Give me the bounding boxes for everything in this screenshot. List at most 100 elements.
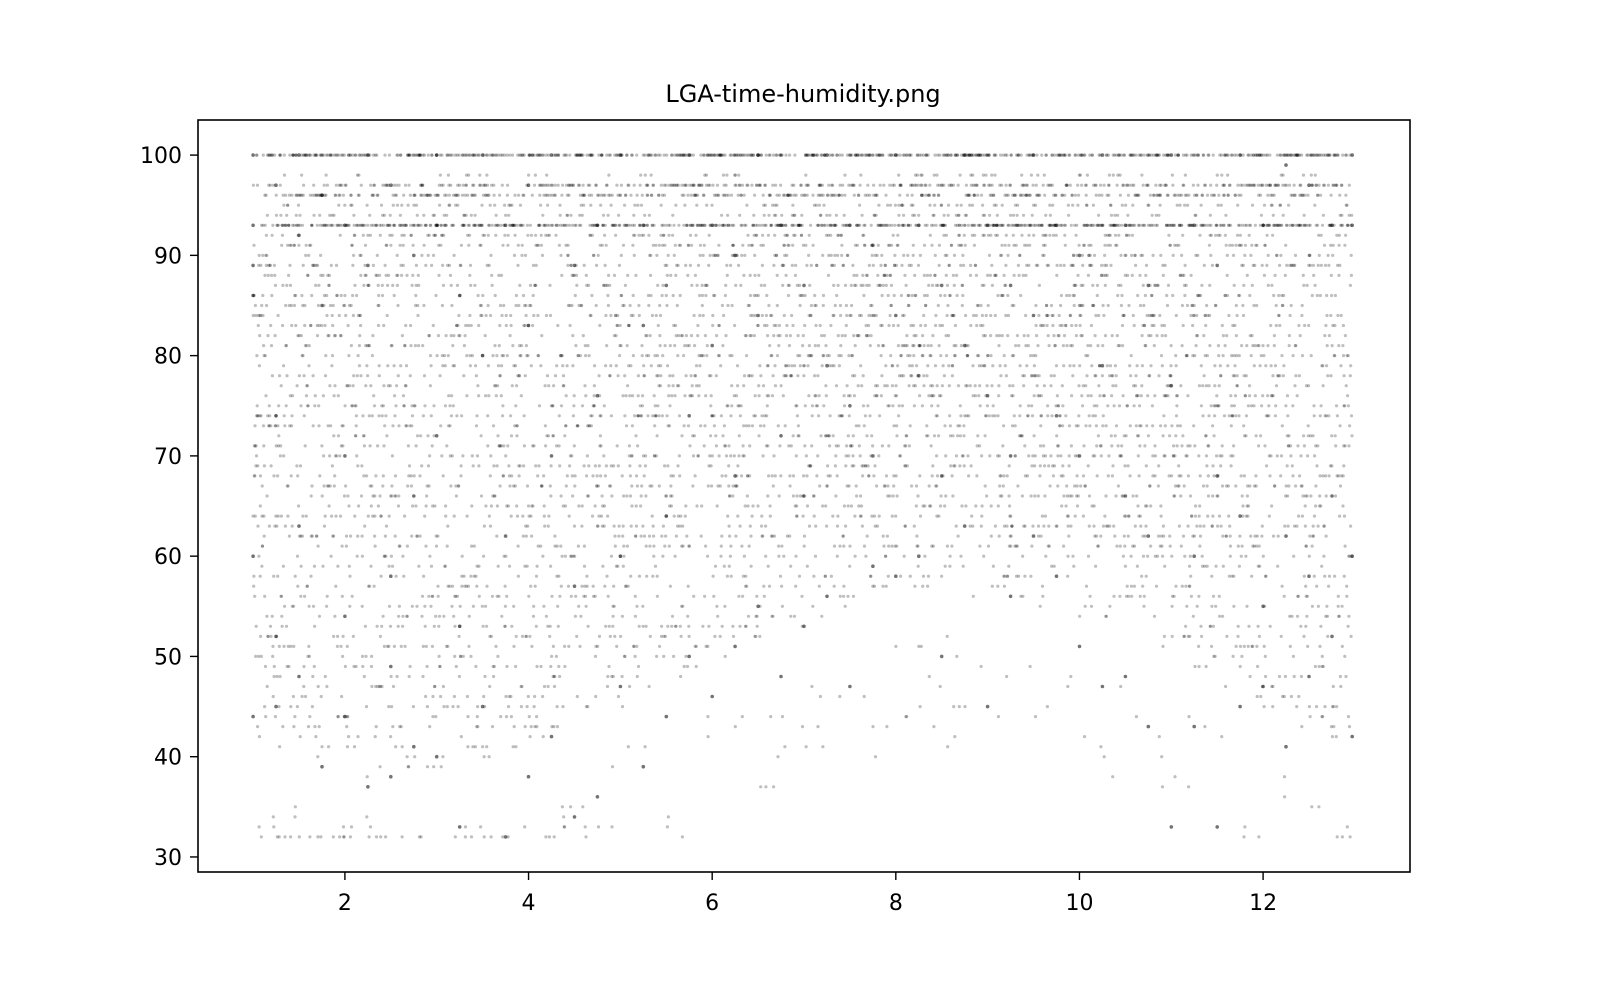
- data-point: [408, 374, 412, 378]
- data-point: [790, 263, 794, 267]
- data-point: [793, 213, 797, 217]
- data-point: [867, 283, 871, 287]
- data-point: [494, 644, 498, 649]
- data-point: [705, 344, 709, 348]
- data-point: [699, 424, 703, 428]
- data-point: [258, 414, 262, 418]
- data-point: [729, 454, 733, 458]
- data-point: [578, 354, 583, 358]
- data-point: [650, 153, 654, 157]
- data-point: [373, 735, 377, 739]
- data-point: [305, 384, 309, 388]
- data-point: [634, 434, 638, 438]
- data-point: [461, 223, 465, 227]
- data-point: [564, 424, 568, 428]
- data-point: [558, 594, 562, 598]
- data-point: [546, 434, 551, 438]
- data-point: [937, 263, 941, 267]
- data-point: [406, 153, 410, 157]
- data-point: [971, 524, 975, 528]
- data-point: [297, 243, 301, 247]
- data-point: [544, 444, 548, 448]
- data-point: [612, 464, 616, 468]
- data-point: [516, 153, 520, 157]
- data-point: [667, 394, 671, 398]
- data-point: [340, 544, 344, 548]
- data-point: [880, 293, 884, 298]
- data-point: [378, 223, 382, 227]
- data-point: [930, 283, 935, 287]
- data-point: [568, 454, 573, 458]
- data-point: [1018, 364, 1022, 368]
- data-point: [568, 183, 572, 187]
- data-point: [664, 494, 669, 498]
- data-point: [289, 835, 293, 839]
- data-point: [388, 223, 392, 227]
- data-point: [802, 534, 807, 538]
- data-point: [607, 664, 611, 669]
- data-point: [361, 223, 365, 227]
- data-point: [429, 364, 433, 368]
- data-point: [299, 334, 303, 338]
- data-point: [748, 273, 752, 277]
- data-point: [352, 374, 356, 378]
- data-point: [662, 193, 667, 197]
- data-point: [523, 323, 527, 328]
- data-point: [501, 835, 505, 839]
- data-point: [634, 504, 638, 508]
- data-point: [747, 544, 751, 548]
- data-point: [398, 243, 402, 247]
- data-point: [605, 344, 609, 348]
- data-point: [479, 825, 483, 829]
- data-point: [540, 253, 545, 257]
- data-point: [671, 233, 675, 237]
- data-point: [359, 494, 363, 498]
- data-point: [933, 203, 937, 207]
- data-point: [935, 414, 939, 418]
- data-point: [883, 263, 888, 267]
- data-point: [1001, 484, 1005, 488]
- data-point: [350, 594, 354, 598]
- data-point: [928, 203, 932, 207]
- data-point: [717, 243, 721, 247]
- data-point: [398, 725, 402, 729]
- data-point: [962, 464, 966, 468]
- data-point: [533, 283, 537, 287]
- data-point: [702, 153, 706, 157]
- data-point: [902, 313, 906, 318]
- data-point: [273, 715, 277, 719]
- data-point: [336, 715, 340, 719]
- data-point: [611, 614, 615, 618]
- data-point: [1017, 344, 1021, 348]
- data-point: [268, 624, 273, 628]
- data-point: [839, 344, 843, 348]
- data-point: [355, 454, 359, 458]
- data-point: [1020, 233, 1024, 237]
- data-point: [958, 404, 962, 408]
- data-point: [821, 293, 826, 298]
- data-point: [727, 564, 731, 568]
- data-point: [1008, 504, 1012, 508]
- data-point: [721, 344, 725, 348]
- data-point: [354, 434, 358, 438]
- data-point: [682, 223, 686, 227]
- data-point: [356, 354, 360, 358]
- data-point: [931, 544, 935, 548]
- data-point: [339, 334, 343, 338]
- data-point: [505, 354, 509, 358]
- data-point: [836, 444, 841, 448]
- data-point: [644, 454, 648, 458]
- data-point: [871, 263, 875, 267]
- data-point: [597, 374, 601, 378]
- data-point: [588, 223, 592, 227]
- data-point: [594, 303, 598, 308]
- data-point: [993, 313, 997, 318]
- data-point: [698, 253, 702, 257]
- data-point: [614, 233, 618, 237]
- data-point: [680, 835, 685, 839]
- data-point: [471, 183, 475, 187]
- data-point: [381, 183, 385, 187]
- data-point: [604, 624, 608, 628]
- data-point: [620, 474, 624, 478]
- data-point: [403, 344, 407, 348]
